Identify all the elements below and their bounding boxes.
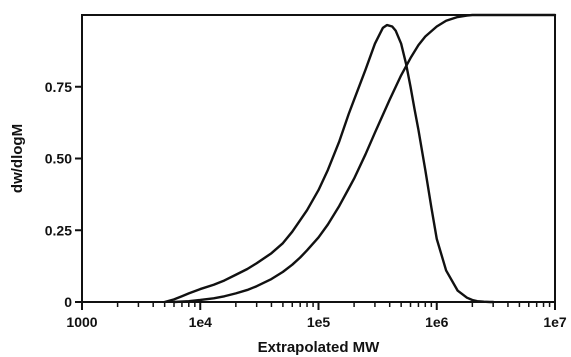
x-tick-label: 1000	[66, 314, 97, 330]
x-tick-label: 1e6	[425, 314, 449, 330]
x-tick-label: 1e7	[543, 314, 567, 330]
y-tick-label: 0.25	[45, 222, 72, 238]
y-tick-label: 0.50	[45, 151, 72, 167]
x-axis-title: Extrapolated MW	[258, 339, 381, 356]
series-line-2	[172, 13, 557, 304]
y-tick-label: 0	[64, 294, 72, 310]
y-tick-label: 0.75	[45, 79, 72, 95]
y-axis-title: dw/dlogM	[9, 124, 26, 193]
plot-frame	[81, 14, 556, 303]
series-line-1	[163, 23, 495, 304]
x-tick-label: 1e4	[189, 314, 213, 330]
x-tick-label: 1e5	[307, 314, 331, 330]
